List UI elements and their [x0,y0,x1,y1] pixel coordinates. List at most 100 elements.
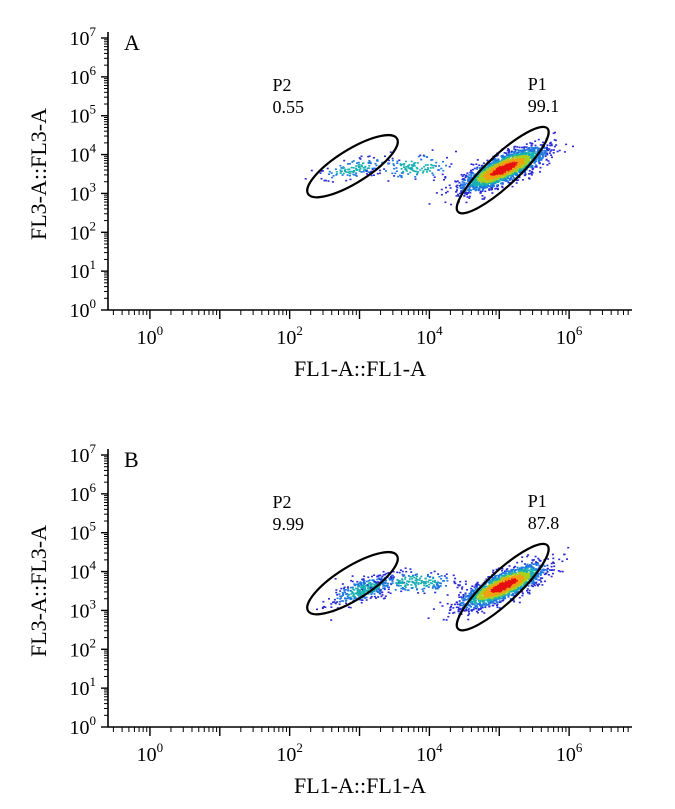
scatter-point [465,608,468,611]
scatter-point [479,600,482,603]
scatter-point [532,148,535,150]
scatter-point [431,164,434,167]
scatter-point [494,176,497,178]
scatter-point [508,175,511,177]
scatter-point [387,180,390,182]
scatter-point [511,581,514,583]
scatter-point [533,583,536,586]
scatter-point [525,146,528,148]
scatter-point [550,569,553,571]
scatter-point [529,564,532,566]
scatter-point [501,592,504,595]
scatter-point [482,602,485,605]
scatter-point [368,588,371,590]
scatter-point [565,143,568,146]
scatter-point [475,604,478,607]
scatter-point [385,572,388,575]
scatter-point [367,161,370,164]
scatter-point [507,156,510,158]
scatter-point [370,174,373,177]
scatter-point [528,170,531,172]
scatter-point [519,159,522,162]
scatter-point [496,161,499,164]
scatter-point [530,170,533,173]
scatter-point [529,569,532,571]
scatter-point [364,168,366,171]
scatter-point [503,588,506,591]
scatter-point [503,572,506,574]
scatter-point [509,161,512,163]
scatter-point [459,602,462,605]
scatter-point [402,170,405,173]
scatter-point [423,155,426,158]
scatter-point [544,154,547,156]
scatter-point [488,586,491,589]
scatter-point [438,165,441,167]
scatter-point [513,578,516,580]
scatter-point [440,193,443,196]
scatter-point [483,593,486,595]
scatter-point [512,168,515,170]
scatter-point [513,590,516,593]
scatter-point [558,149,561,152]
scatter-point [356,162,358,164]
scatter-point [496,588,499,590]
scatter-point [471,609,474,611]
scatter-point [427,617,430,619]
y-tick-label: 104 [70,141,97,167]
scatter-point [463,183,466,186]
scatter-point [473,600,476,602]
scatter-point [496,606,499,609]
scatter-point [473,179,476,181]
scatter-point [490,593,493,595]
scatter-point [373,595,376,598]
scatter-point [505,574,508,576]
scatter-point [500,178,503,181]
scatter-point [485,183,488,186]
scatter-point [480,590,483,593]
scatter-point [476,159,479,161]
scatter-point [474,606,477,608]
scatter-point [510,574,513,576]
scatter-point [455,606,458,609]
scatter-point [488,596,491,599]
scatter-point [521,574,524,577]
scatter-point [492,582,495,585]
y-axis-title: FL3-A::FL3-A [26,108,51,240]
scatter-point [523,573,526,576]
scatter-point [513,572,516,575]
scatter-point [531,165,534,168]
scatter-point [515,166,518,169]
scatter-point [518,577,521,580]
scatter-point [479,584,481,587]
scatter-point [368,159,371,162]
scatter-point [349,589,352,592]
scatter-point [512,590,515,593]
scatter-point [497,592,500,595]
scatter-point [495,568,498,571]
scatter-point [488,164,491,167]
scatter-point [505,172,508,175]
scatter-point [530,150,532,152]
scatter-point [462,595,465,598]
scatter-point [537,138,540,141]
scatter-point [488,605,491,607]
scatter-point [490,594,493,597]
scatter-point [488,168,491,171]
scatter-point [537,159,540,162]
scatter-point [475,610,478,613]
scatter-point [464,191,467,193]
x-tick-label: 106 [556,323,583,349]
scatter-point [490,589,493,591]
scatter-point [538,559,541,561]
scatter-point [549,141,552,144]
scatter-point [504,592,507,595]
scatter-point [427,168,430,171]
scatter-point [488,170,491,173]
scatter-point [519,152,522,155]
scatter-point [357,166,360,169]
scatter-point [500,584,503,587]
scatter-point [528,592,531,595]
scatter-point [499,166,502,169]
scatter-point [517,151,520,153]
